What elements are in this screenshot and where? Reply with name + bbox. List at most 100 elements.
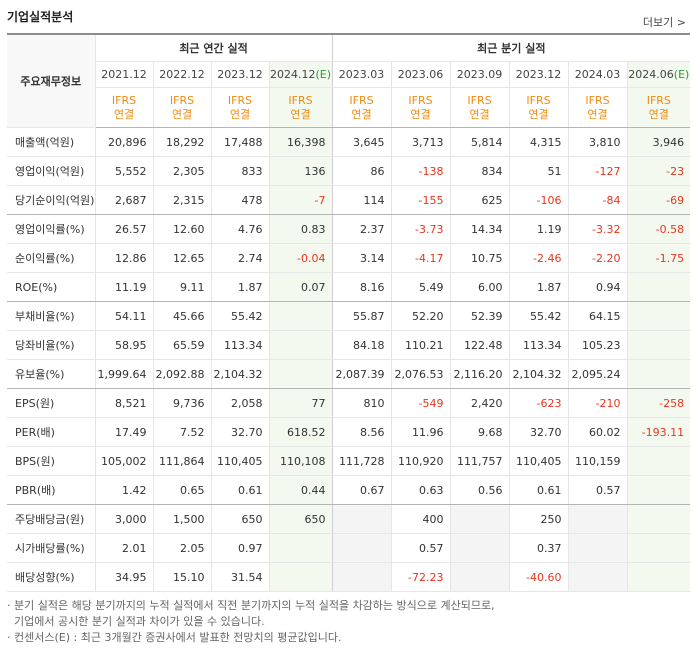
value-cell: 2,092.88 — [152, 359, 211, 389]
row-label: ROE(%) — [7, 272, 95, 302]
more-arrow[interactable]: > — [676, 16, 686, 29]
value-cell: 111,757 — [449, 446, 510, 476]
value-cell: -193.11 — [626, 417, 691, 447]
value-cell: 0.94 — [567, 272, 628, 302]
value-cell: 7.52 — [152, 417, 211, 447]
basis: IFRS — [288, 93, 313, 107]
value-cell: 15.10 — [152, 562, 211, 592]
more-text[interactable]: 더보기 — [642, 16, 674, 29]
scope: 연결 — [587, 107, 608, 121]
value-cell: 9,736 — [152, 388, 211, 418]
value-cell: 77 — [268, 388, 333, 418]
basis-header: IFRS 연결 — [449, 87, 510, 128]
value-cell: 1.87 — [508, 272, 569, 302]
corner-cell: 주요재무정보 — [7, 33, 95, 128]
value-cell: 111,728 — [331, 446, 392, 476]
value-cell: 11.96 — [390, 417, 451, 447]
value-cell: 8.16 — [331, 272, 392, 302]
value-cell: 2.74 — [210, 243, 269, 273]
period-header: 2022.12 — [152, 61, 211, 88]
value-cell: 3,946 — [626, 127, 691, 157]
value-cell: 32.70 — [508, 417, 569, 447]
value-cell: 1.42 — [94, 475, 153, 505]
value-cell: 54.11 — [94, 301, 153, 331]
value-cell: -549 — [390, 388, 451, 418]
value-cell: 111,864 — [152, 446, 211, 476]
scope: 연결 — [229, 107, 251, 121]
data-row: ROE(%) 11.19 9.11 1.87 0.07 8.16 5.49 6.00 1.87 0… — [7, 272, 691, 302]
value-cell: 110,405 — [508, 446, 569, 476]
value-cell: 105.23 — [567, 330, 628, 360]
value-cell: -210 — [567, 388, 628, 418]
value-cell: 0.44 — [268, 475, 333, 505]
value-cell: 8,521 — [94, 388, 153, 418]
value-cell: 114 — [331, 185, 392, 215]
period-header: 2024.12(E) — [268, 61, 333, 88]
value-cell: 4,315 — [508, 127, 569, 157]
bullet: · — [7, 599, 14, 612]
data-row: 부채비율(%) 54.11 45.66 55.42 55.87 52.20 52.39 55.… — [7, 301, 691, 331]
value-cell: -138 — [390, 156, 451, 186]
footnote-text: 기업에서 공시한 분기 실적과 차이가 있을 수 있습니다. — [14, 615, 265, 628]
group-header: 최근 연간 실적 — [94, 33, 333, 62]
value-cell: -1.75 — [626, 243, 691, 273]
value-cell — [449, 504, 510, 534]
value-cell: -72.23 — [390, 562, 451, 592]
row-label: 매출액(억원) — [7, 127, 95, 157]
value-cell: 0.37 — [508, 533, 569, 563]
data-row: 배당성향(%) 34.95 15.10 31.54 -72.23 -40.60 — [7, 562, 691, 592]
value-cell: 14.34 — [449, 214, 510, 244]
data-row: 영업이익(억원) 5,552 2,305 833 136 86 -138 834 51 -127-… — [7, 156, 691, 186]
estimate-mark: (E) — [673, 68, 690, 81]
footnotes: · 분기 실적은 해당 분기까지의 누적 실적에서 직전 분기까지의 누적 실적… — [7, 598, 495, 646]
value-cell: 0.07 — [268, 272, 333, 302]
value-cell — [626, 533, 691, 563]
data-row: PBR(배) 1.42 0.65 0.61 0.44 0.67 0.63 0.56 0.61 0.… — [7, 475, 691, 505]
more-link[interactable]: 더보기 > — [643, 14, 686, 30]
value-cell: 17,488 — [210, 127, 269, 157]
value-cell: 250 — [508, 504, 569, 534]
basis: IFRS — [408, 93, 433, 107]
value-cell: 9.68 — [449, 417, 510, 447]
scope: 연결 — [469, 107, 490, 121]
footnote-text: 분기 실적은 해당 분기까지의 누적 실적에서 직전 분기까지의 누적 실적을 … — [14, 599, 495, 612]
value-cell: 16,398 — [268, 127, 333, 157]
row-label: 영업이익(억원) — [7, 156, 95, 186]
value-cell: 2.01 — [94, 533, 153, 563]
value-cell: -23 — [626, 156, 691, 186]
value-cell — [268, 533, 333, 563]
value-cell — [567, 504, 628, 534]
value-cell: 110,159 — [567, 446, 628, 476]
value-cell: 0.63 — [390, 475, 451, 505]
data-row: EPS(원) 8,521 9,736 2,058 77 810 -549 2,420 -623-… — [7, 388, 691, 418]
value-cell — [449, 533, 510, 563]
value-cell: 52.39 — [449, 301, 510, 331]
value-cell: 110,920 — [390, 446, 451, 476]
row-label: 당좌비율(%) — [7, 330, 95, 360]
basis-header: IFRS 연결 — [626, 87, 691, 128]
period: 2023.12 — [217, 68, 263, 81]
scope: 연결 — [171, 107, 193, 121]
value-cell: -4.17 — [390, 243, 451, 273]
basis: IFRS — [169, 93, 195, 107]
value-cell: -106 — [508, 185, 569, 215]
value-cell — [331, 504, 392, 534]
value-cell: 3,810 — [567, 127, 628, 157]
data-row: 영업이익률(%) 26.57 12.60 4.76 0.83 2.37 -3.73 14.34… — [7, 214, 691, 244]
row-label: 영업이익률(%) — [7, 214, 95, 244]
value-cell: 34.95 — [94, 562, 153, 592]
value-cell: 12.60 — [152, 214, 211, 244]
value-cell: -69 — [626, 185, 691, 215]
value-cell: 9.11 — [152, 272, 211, 302]
value-cell — [626, 475, 691, 505]
basis-header: IFRS 연결 — [210, 87, 269, 128]
value-cell: 136 — [268, 156, 333, 186]
value-cell: 3,713 — [390, 127, 451, 157]
value-cell: 625 — [449, 185, 510, 215]
value-cell: 55.42 — [210, 301, 269, 331]
period-header: 2023.03 — [331, 61, 392, 88]
period-header: 2023.12 — [210, 61, 269, 88]
value-cell: 834 — [449, 156, 510, 186]
bullet — [7, 615, 14, 628]
